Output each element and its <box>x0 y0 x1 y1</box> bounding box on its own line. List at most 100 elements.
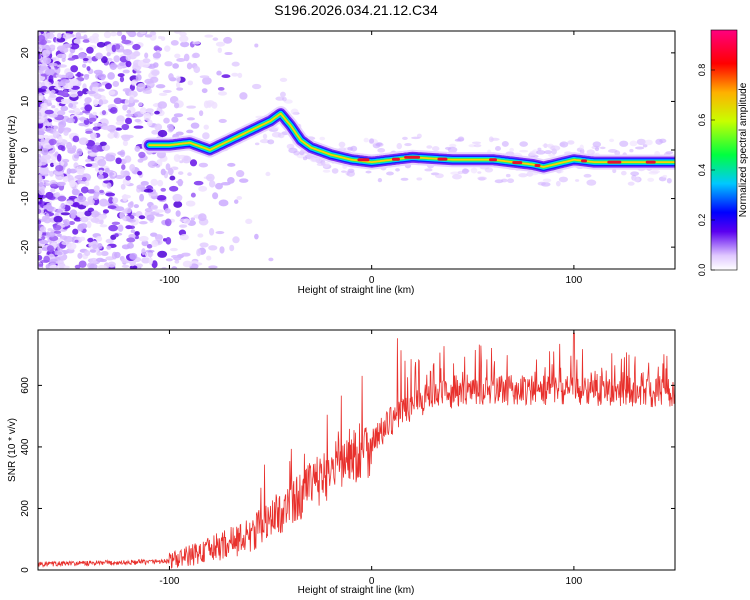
noise-blob <box>181 252 191 257</box>
noise-blob <box>98 214 107 220</box>
noise-blob <box>67 242 77 250</box>
noise-blob <box>471 141 482 145</box>
noise-blob <box>599 146 606 150</box>
noise-blob <box>426 145 433 149</box>
ridge-peak-mark <box>489 158 497 162</box>
noise-blob <box>48 231 56 238</box>
noise-blob <box>193 180 204 186</box>
noise-blob <box>96 251 103 256</box>
noise-blob <box>175 75 181 83</box>
noise-blob <box>139 107 147 115</box>
noise-blob <box>84 104 93 112</box>
noise-blob <box>38 54 41 60</box>
noise-blob <box>66 168 72 174</box>
noise-blob <box>178 171 184 175</box>
noise-blob <box>267 139 275 145</box>
noise-blob <box>187 80 194 86</box>
noise-blob <box>126 237 136 243</box>
noise-blob <box>331 168 339 174</box>
noise-blob <box>529 150 537 157</box>
noise-blob <box>60 212 71 216</box>
noise-blob <box>505 173 511 178</box>
noise-blob <box>470 167 478 174</box>
noise-blob <box>38 116 45 124</box>
noise-blob <box>82 57 89 62</box>
colorbar: 0.0 0.2 0.4 0.6 0.8 Normalized spectral ampl… <box>697 29 749 276</box>
noise-blob <box>449 143 457 148</box>
noise-blob <box>93 185 100 193</box>
noise-blob <box>396 142 403 150</box>
noise-blob <box>82 39 90 43</box>
noise-blob <box>68 221 76 226</box>
noise-blob <box>400 177 409 181</box>
x-tick-label: 100 <box>566 275 583 286</box>
noise-blob <box>62 33 73 39</box>
noise-blob <box>96 41 106 48</box>
noise-blob <box>42 182 51 186</box>
noise-blob <box>190 217 196 221</box>
noise-blob <box>113 97 123 105</box>
noise-blob <box>39 226 47 233</box>
noise-blob <box>49 264 59 269</box>
noise-blob <box>52 130 60 139</box>
noise-blob <box>39 239 49 245</box>
noise-blob <box>63 236 74 243</box>
noise-blob <box>62 176 69 183</box>
noise-blob <box>97 88 105 92</box>
noise-blob <box>175 210 181 217</box>
noise-blob <box>38 134 45 139</box>
noise-blob <box>44 68 55 76</box>
noise-blob <box>182 260 193 268</box>
noise-blob <box>117 151 125 156</box>
noise-blob <box>72 228 79 235</box>
noise-blob <box>49 170 54 177</box>
noise-blob <box>619 140 629 147</box>
noise-blob <box>519 149 529 153</box>
y-tick-label: 400 <box>20 438 31 455</box>
noise-blob <box>158 92 168 97</box>
noise-blob <box>477 176 487 181</box>
noise-blob <box>146 244 153 249</box>
noise-blob <box>164 207 171 214</box>
noise-blob <box>612 168 617 174</box>
colorbar-ticks: 0.0 0.2 0.4 0.6 0.8 <box>697 64 715 276</box>
noise-blob <box>208 245 218 251</box>
noise-blob <box>109 172 115 176</box>
noise-blob <box>630 171 640 176</box>
noise-blob <box>77 117 88 121</box>
noise-blob <box>165 258 173 262</box>
noise-blob <box>38 41 45 45</box>
noise-blob <box>151 240 159 247</box>
noise-blob <box>107 205 117 210</box>
noise-blob <box>279 91 286 98</box>
noise-blob <box>235 170 245 178</box>
noise-blob <box>141 240 149 247</box>
ridge-maxima <box>357 155 656 168</box>
noise-blob <box>50 89 56 94</box>
noise-blob <box>179 234 189 241</box>
noise-blob <box>169 247 178 252</box>
noise-blob <box>170 39 179 46</box>
noise-blob <box>202 132 210 140</box>
noise-blob <box>176 87 184 91</box>
noise-blob <box>254 233 259 240</box>
noise-blob <box>44 144 55 149</box>
noise-blob <box>82 63 87 68</box>
x-tick-label: -100 <box>159 576 179 587</box>
ridge-peak-mark <box>534 164 541 168</box>
noise-blob <box>122 140 129 147</box>
noise-blob <box>435 173 444 179</box>
noise-blob <box>92 111 97 116</box>
noise-blob <box>416 133 422 139</box>
noise-blob <box>121 244 131 250</box>
noise-blob <box>43 57 52 64</box>
noise-blob <box>137 170 143 176</box>
noise-blob <box>178 224 188 228</box>
noise-blob <box>365 170 372 174</box>
noise-blob <box>162 89 172 93</box>
noise-blob <box>122 88 132 93</box>
noise-blob <box>154 234 163 241</box>
noise-blob <box>45 127 54 133</box>
noise-blob <box>594 147 600 152</box>
noise-blob <box>151 260 158 269</box>
